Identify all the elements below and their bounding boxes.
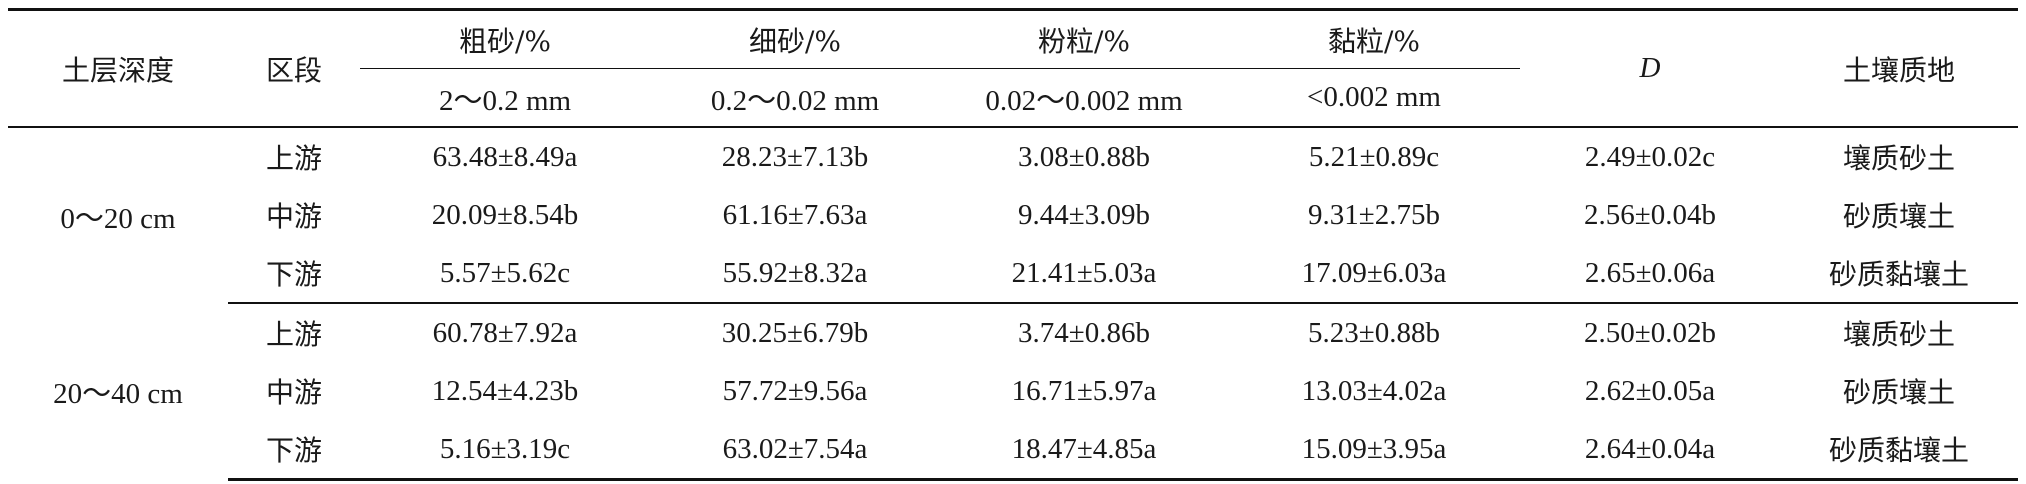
segment-cell: 中游 <box>265 200 322 233</box>
silt-cell: 3.74±0.86b <box>1018 316 1150 349</box>
coarse-sand-cell: 12.54±4.23b <box>431 374 579 407</box>
clay-cell: 17.09±6.03a <box>1228 244 1520 304</box>
header-d: D <box>1639 52 1661 84</box>
silt-cell: 3.08±0.88b <box>1018 140 1150 173</box>
coarse-sand-cell: 5.57±5.62c <box>360 244 650 304</box>
table-row: 中游 12.54±4.23b 57.72±9.56a 16.71±5.97a 1… <box>8 362 2018 420</box>
table-row: 下游 5.57±5.62c 55.92±8.32a 21.41±5.03a 17… <box>8 244 2018 304</box>
depth-cell: 20～40 cm <box>53 378 183 411</box>
coarse-sand-cell: 63.48±8.49a <box>432 140 578 173</box>
clay-cell: 5.21±0.89c <box>1308 140 1440 173</box>
fine-sand-cell: 55.92±8.32a <box>650 244 940 304</box>
header-row-1: 土层深度 区段 粗砂/% 细砂/% 粉粒/% 黏粒/% D 土壤质地 <box>8 9 2018 87</box>
header-fine-range: 0.2～0.02 mm <box>710 84 880 117</box>
silt-cell: 21.41±5.03a <box>940 244 1228 304</box>
clay-cell: 9.31±2.75b <box>1308 198 1440 231</box>
fine-sand-cell: 63.02±7.54a <box>650 420 940 481</box>
table-row: 20～40 cm 上游 60.78±7.92a 30.25±6.79b 3.74… <box>8 303 2018 411</box>
header-silt-range: 0.02～0.002 mm <box>985 84 1183 117</box>
clay-cell: 5.23±0.88b <box>1308 316 1440 349</box>
silt-cell: 18.47±4.85a <box>940 420 1228 481</box>
silt-cell: 16.71±5.97a <box>1011 374 1157 407</box>
texture-cell: 壤质砂土 <box>1842 318 1955 351</box>
d-cell: 2.49±0.02c <box>1584 140 1716 173</box>
fine-sand-cell: 28.23±7.13b <box>721 140 869 173</box>
segment-cell: 上游 <box>265 318 322 351</box>
coarse-sand-cell: 20.09±8.54b <box>431 198 579 231</box>
header-silt: 粉粒/% <box>940 9 1228 69</box>
texture-cell: 砂质黏壤土 <box>1780 244 2018 304</box>
silt-cell: 9.44±3.09b <box>1018 198 1150 231</box>
texture-cell: 砂质壤土 <box>1842 200 1955 233</box>
fine-sand-cell: 30.25±6.79b <box>721 316 869 349</box>
d-cell: 2.62±0.05a <box>1584 374 1716 407</box>
header-row-2: 2～0.2 mm 0.2～0.02 mm 0.02～0.002 mm <0.00… <box>8 69 2018 127</box>
clay-cell: 15.09±3.95a <box>1228 420 1520 481</box>
header-depth: 土层深度 <box>61 53 174 87</box>
table-row: 0～20 cm 上游 63.48±8.49a 28.23±7.13b 3.08±… <box>8 127 2018 235</box>
soil-particle-table: 土层深度 区段 粗砂/% 细砂/% 粉粒/% 黏粒/% D 土壤质地 2～0.2… <box>8 8 2018 481</box>
segment-cell: 上游 <box>265 142 322 175</box>
segment-cell: 下游 <box>228 244 360 304</box>
texture-cell: 壤质砂土 <box>1842 142 1955 175</box>
d-cell: 2.65±0.06a <box>1520 244 1780 304</box>
header-clay: 黏粒/% <box>1228 9 1520 69</box>
d-cell: 2.64±0.04a <box>1520 420 1780 481</box>
texture-cell: 砂质黏壤土 <box>1780 420 2018 481</box>
fine-sand-cell: 61.16±7.63a <box>722 198 868 231</box>
coarse-sand-cell: 60.78±7.92a <box>432 316 578 349</box>
header-coarse-range: 2～0.2 mm <box>438 84 572 117</box>
header-clay-range: <0.002 mm <box>1307 81 1441 113</box>
header-segment: 区段 <box>265 53 322 87</box>
header-texture: 土壤质地 <box>1842 53 1955 87</box>
header-coarse-sand: 粗砂/% <box>360 9 650 69</box>
table-row: 下游 5.16±3.19c 63.02±7.54a 18.47±4.85a 15… <box>8 420 2018 481</box>
clay-cell: 13.03±4.02a <box>1301 374 1447 407</box>
table-row: 中游 20.09±8.54b 61.16±7.63a 9.44±3.09b 9.… <box>8 186 2018 244</box>
group-0-20cm: 0～20 cm 上游 63.48±8.49a 28.23±7.13b 3.08±… <box>8 127 2018 304</box>
group-20-40cm: 20～40 cm 上游 60.78±7.92a 30.25±6.79b 3.74… <box>8 303 2018 481</box>
d-cell: 2.56±0.04b <box>1584 198 1716 231</box>
depth-cell: 0～20 cm <box>60 202 176 235</box>
segment-cell: 中游 <box>265 376 322 409</box>
table-header: 土层深度 区段 粗砂/% 细砂/% 粉粒/% 黏粒/% D 土壤质地 2～0.2… <box>8 9 2018 127</box>
segment-cell: 下游 <box>228 420 360 481</box>
coarse-sand-cell: 5.16±3.19c <box>360 420 650 481</box>
d-cell: 2.50±0.02b <box>1584 316 1716 349</box>
header-fine-sand: 细砂/% <box>650 9 940 69</box>
fine-sand-cell: 57.72±9.56a <box>722 374 868 407</box>
texture-cell: 砂质壤土 <box>1842 376 1955 409</box>
